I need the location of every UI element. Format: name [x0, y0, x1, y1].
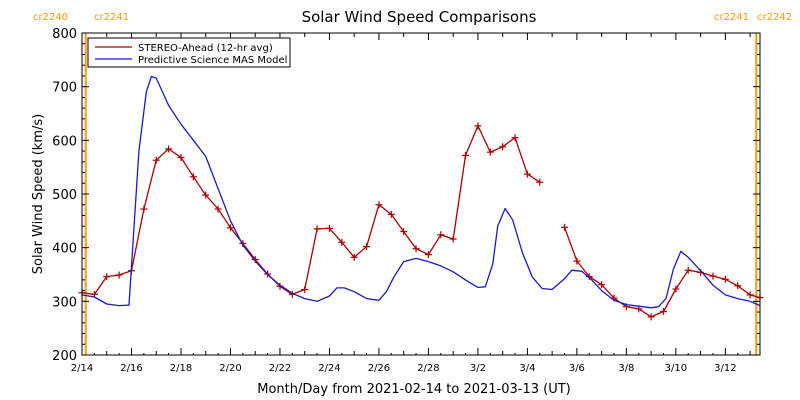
y-tick-label: 600: [52, 134, 77, 149]
stereo-data-point: [165, 145, 173, 153]
carrington-label-left-2: cr2241: [714, 12, 749, 23]
stereo-data-point: [536, 178, 544, 186]
x-tick-label: 2/20: [219, 363, 241, 374]
x-tick-label: 3/10: [665, 363, 687, 374]
x-tick-label: 2/14: [71, 363, 93, 374]
legend-label-model: Predictive Science MAS Model: [138, 55, 287, 66]
stereo-data-point: [746, 291, 754, 299]
stereo-data-point: [523, 170, 531, 178]
stereo-data-point: [709, 272, 717, 280]
x-axis-label: Month/Day from 2021-02-14 to 2021-03-13 …: [257, 382, 570, 397]
x-tick-label: 2/24: [318, 363, 340, 374]
legend-label-stereo: STEREO-Ahead (12-hr avg): [138, 43, 273, 54]
stereo-data-point: [684, 266, 692, 274]
stereo-data-point: [387, 210, 395, 218]
stereo-data-point: [449, 235, 457, 243]
stereo-data-point: [585, 273, 593, 281]
x-axis: 2/14 2/16 2/18 2/20 2/22 2/24 2/26 2/28 3/2 3/4 3/…: [71, 33, 751, 374]
stereo-data-point: [659, 308, 667, 316]
x-tick-label: 2/16: [120, 363, 142, 374]
x-tick-label: 2/22: [269, 363, 291, 374]
stereo-data-point: [214, 205, 222, 213]
x-tick-label: 2/18: [170, 363, 192, 374]
stereo-data-point: [462, 151, 470, 159]
x-tick-label: 2/28: [417, 363, 439, 374]
y-tick-label: 400: [52, 242, 77, 257]
y-tick-label: 500: [52, 188, 77, 203]
stereo-data-point: [721, 275, 729, 283]
stereo-data-point: [115, 271, 123, 279]
y-tick-label: 700: [52, 81, 77, 96]
stereo-data-point: [140, 205, 148, 213]
y-tick-label: 800: [52, 27, 77, 42]
stereo-data-point: [226, 224, 234, 232]
stereo-data-point: [350, 253, 358, 261]
x-tick-label: 2/26: [368, 363, 390, 374]
stereo-data-point: [734, 282, 742, 290]
stereo-data-point: [375, 201, 383, 209]
stereo-data-point: [573, 257, 581, 265]
stereo-data-point: [338, 238, 346, 246]
stereo-series-line: [81, 125, 541, 296]
stereo-data-point: [400, 228, 408, 236]
stereo-data-point: [363, 243, 371, 251]
stereo-data-point: [313, 225, 321, 233]
y-tick-label: 300: [52, 295, 77, 310]
x-tick-label: 3/8: [618, 363, 634, 374]
stereo-data-point: [486, 148, 494, 156]
x-tick-label: 3/12: [714, 363, 736, 374]
stereo-data-point: [412, 245, 420, 253]
legend: STEREO-Ahead (12-hr avg) Predictive Scie…: [87, 37, 291, 68]
x-tick-label: 3/4: [519, 363, 535, 374]
stereo-data-point: [103, 273, 111, 281]
stereo-data-point: [177, 154, 185, 162]
y-axis: 200 300 400 500 600 700 800: [52, 27, 760, 364]
stereo-data-point: [152, 156, 160, 164]
y-tick-label: 200: [52, 349, 77, 364]
stereo-data-point: [325, 224, 333, 232]
stereo-data-point: [598, 281, 606, 289]
stereo-data-point: [437, 231, 445, 239]
stereo-data-point: [301, 286, 309, 294]
y-axis-label: Solar Wind Speed (km/s): [31, 114, 46, 274]
stereo-data-point: [189, 173, 197, 181]
chart-title: Solar Wind Speed Comparisons: [302, 8, 537, 26]
stereo-data-point: [474, 122, 482, 130]
stereo-data-point: [499, 143, 507, 151]
x-tick-label: 3/2: [470, 363, 486, 374]
stereo-data-point: [202, 191, 210, 199]
legend-box: [87, 37, 291, 68]
carrington-label-left-1: cr2240: [33, 12, 68, 23]
stereo-data-point: [424, 251, 432, 259]
x-tick-label: 3/6: [569, 363, 585, 374]
series-layer: [78, 75, 764, 321]
carrington-label-right-1: cr2241: [94, 12, 129, 23]
stereo-data-point: [561, 223, 569, 231]
stereo-data-point: [511, 134, 519, 142]
model-series-line: [81, 75, 761, 309]
carrington-label-right-2: cr2242: [757, 12, 792, 23]
stereo-data-point: [672, 285, 680, 293]
stereo-data-point: [647, 313, 655, 321]
